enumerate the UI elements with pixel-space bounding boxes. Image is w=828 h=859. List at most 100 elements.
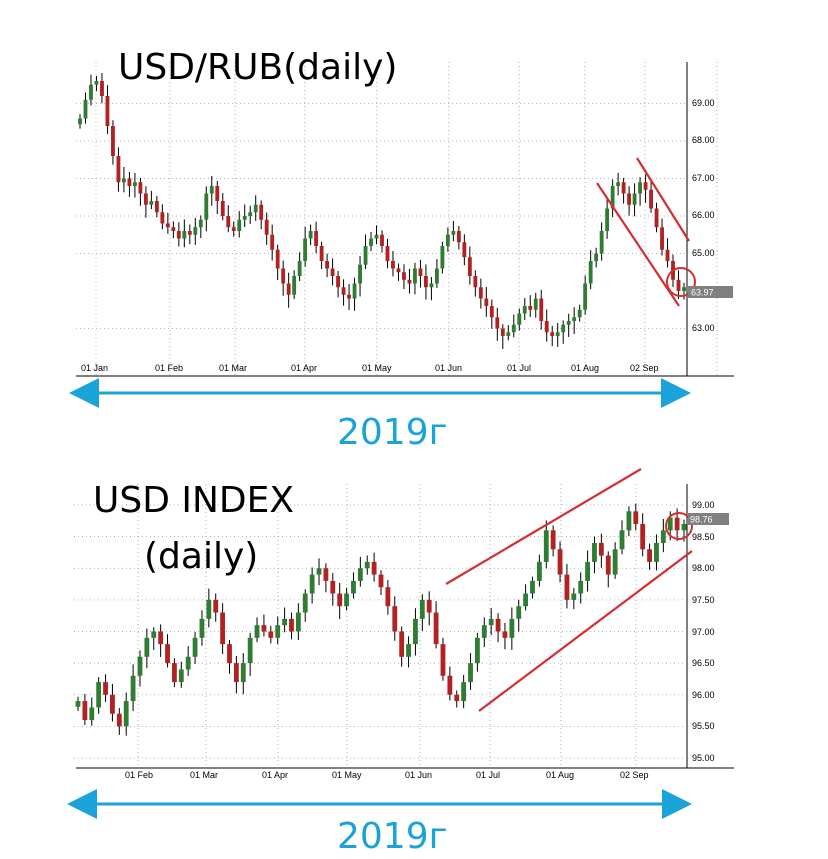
candle-up (592, 542, 597, 562)
candle-down (289, 618, 294, 632)
candle-down (402, 272, 406, 280)
usd-index-chart: 95.00 95.50 96.00 96.50 97.00 97.50 98.0… (67, 468, 734, 857)
trend-line-lower (596, 182, 680, 307)
y-tick-label: 66.00 (692, 210, 715, 220)
candle-down (621, 182, 626, 194)
candle-down (598, 542, 604, 556)
y-tick-label: 63.00 (692, 323, 715, 333)
candle-up (149, 201, 154, 205)
candle-up (605, 208, 610, 231)
candle-down (674, 517, 680, 531)
candle-down (261, 625, 267, 632)
candle-up (413, 268, 417, 284)
candle-up (209, 186, 214, 194)
candle-up (413, 618, 418, 645)
candle-down (557, 549, 563, 575)
y-tick-label: 97.00 (692, 627, 715, 637)
candle-down (454, 694, 460, 702)
candle-down (215, 186, 220, 201)
candle-down (676, 279, 681, 291)
candles (75, 503, 687, 736)
candle-down (378, 574, 384, 588)
y-ticks: 63.00 65.00 66.00 67.00 68.00 69.00 (692, 98, 715, 333)
candle-up (533, 298, 538, 310)
candle-down (627, 193, 632, 205)
candle-down (433, 612, 439, 645)
candle-up (585, 561, 591, 581)
trend-line-upper (445, 468, 642, 585)
candle-down (336, 276, 340, 288)
candle-up (555, 332, 560, 336)
candle-down (268, 631, 274, 638)
candle-down (330, 268, 335, 276)
candle-down (319, 246, 324, 261)
candle-up (352, 283, 357, 299)
candle-up (78, 118, 82, 125)
candle-down (231, 227, 236, 231)
candle-up (75, 701, 81, 707)
y-tick-label: 95.50 (692, 721, 715, 731)
candle-down (473, 276, 478, 288)
candle-up (610, 186, 615, 209)
x-tick-label: 01 Mar (190, 770, 218, 780)
x-tick-label: 01 Jun (435, 363, 462, 373)
x-tick-label: 01 Feb (155, 363, 183, 373)
candle-up (599, 231, 604, 254)
candle-down (484, 298, 489, 306)
x-tick-label: 01 Jun (405, 770, 432, 780)
candle-up (96, 682, 102, 708)
candle-up (357, 568, 363, 581)
candle-up (543, 530, 549, 562)
candle-up (638, 182, 642, 194)
candle-down (325, 261, 330, 269)
candle-up (204, 193, 209, 220)
candle-up (144, 637, 150, 657)
candle-up (185, 656, 191, 670)
candle-down (165, 223, 170, 228)
candle-up (434, 268, 439, 284)
candle-down (392, 606, 398, 632)
candle-down (539, 298, 544, 321)
y-tick-label: 99.00 (692, 500, 715, 510)
candle-down (489, 306, 494, 318)
grid-lines (74, 484, 686, 768)
candle-down (440, 644, 446, 676)
candle-down (111, 126, 115, 156)
candle-down (633, 511, 639, 524)
candle-down (528, 306, 533, 310)
chart-title: USD INDEX (daily) (93, 480, 306, 577)
candle-down (660, 227, 664, 250)
x-tick-label: 01 Jul (507, 363, 531, 373)
candle-down (270, 234, 275, 250)
candle-down (314, 231, 319, 246)
candle-up (682, 287, 686, 291)
candle-down (275, 249, 280, 269)
candle-up (488, 618, 494, 626)
candle-down (103, 682, 108, 695)
candle-up (530, 580, 535, 594)
y-tick-label: 65.00 (692, 248, 715, 258)
y-tick-label: 98.50 (692, 532, 715, 542)
candle-down (165, 644, 170, 664)
x-ticks: 01 Feb 01 Mar 01 Apr 01 May 01 Jun 01 Ju… (125, 770, 649, 780)
x-tick-label: 02 Sep (630, 363, 659, 373)
grid-lines (76, 62, 718, 376)
candle-up (445, 234, 450, 246)
candle-down (337, 593, 343, 607)
candle-up (309, 574, 315, 594)
x-tick-label: 01 Jan (81, 363, 108, 373)
trend-line-upper (636, 157, 690, 242)
candle-up (612, 549, 618, 575)
candle-up (198, 219, 203, 228)
candle-up (506, 332, 511, 336)
candle-up (123, 701, 129, 727)
candle-up (451, 231, 456, 235)
x-tick-label: 01 Apr (262, 770, 288, 780)
candle-down (550, 332, 555, 336)
candle-down (286, 283, 291, 295)
candle-down (371, 561, 377, 575)
candle-down (127, 178, 132, 186)
candle-down (502, 631, 508, 638)
candle-up (297, 261, 302, 276)
y-tick-label: 68.00 (692, 135, 715, 145)
